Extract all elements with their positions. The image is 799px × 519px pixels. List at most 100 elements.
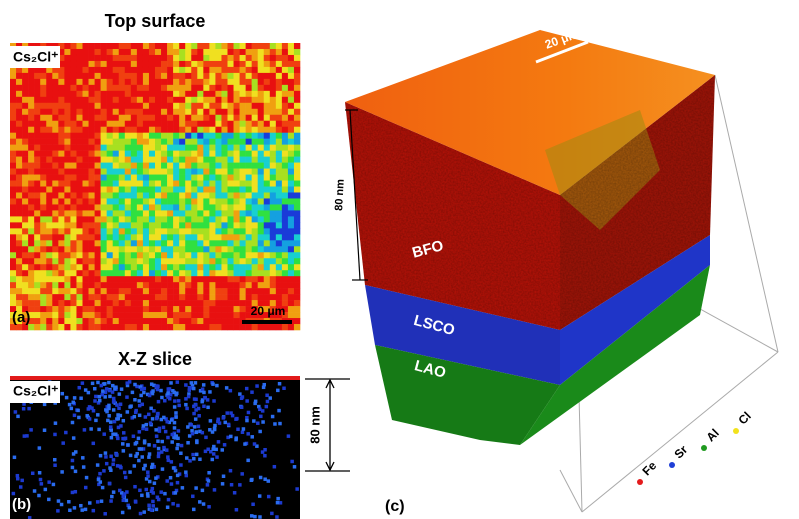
map-pixel (64, 246, 70, 252)
map-pixel (209, 234, 215, 240)
map-pixel (264, 175, 270, 181)
map-pixel (98, 395, 102, 399)
map-pixel (119, 402, 123, 406)
map-pixel (89, 258, 95, 264)
map-pixel (176, 504, 180, 508)
map-pixel (58, 294, 64, 300)
map-pixel (70, 192, 76, 198)
map-pixel (22, 103, 28, 109)
map-pixel (76, 252, 82, 258)
map-pixel (107, 169, 113, 175)
map-pixel (107, 270, 113, 276)
map-pixel (22, 139, 28, 145)
map-pixel (10, 222, 16, 228)
map-pixel (76, 151, 82, 157)
map-pixel (240, 85, 246, 91)
map-pixel (294, 234, 300, 240)
map-pixel (206, 448, 210, 452)
map-pixel (173, 306, 179, 312)
map-pixel (252, 133, 258, 139)
map-pixel (173, 91, 179, 97)
map-pixel (185, 240, 191, 246)
map-pixel (161, 234, 167, 240)
map-pixel (107, 157, 113, 163)
map-pixel (166, 436, 170, 440)
map-pixel (264, 169, 270, 175)
map-pixel (40, 192, 46, 198)
map-pixel (76, 240, 82, 246)
map-pixel (119, 181, 125, 187)
map-pixel (125, 192, 131, 198)
map-pixel (34, 91, 40, 97)
map-pixel (131, 246, 137, 252)
map-pixel (228, 133, 234, 139)
map-pixel (185, 294, 191, 300)
map-pixel (282, 198, 288, 204)
map-pixel (40, 246, 46, 252)
map-pixel (173, 294, 179, 300)
map-pixel (167, 187, 173, 193)
map-pixel (70, 145, 76, 151)
map-pixel (64, 97, 70, 103)
map-pixel (221, 198, 227, 204)
map-pixel (209, 115, 215, 121)
map-pixel (151, 389, 155, 393)
map-pixel (89, 133, 95, 139)
map-pixel (52, 85, 58, 91)
map-pixel (264, 216, 270, 222)
map-pixel (131, 306, 137, 312)
map-pixel (28, 73, 34, 79)
map-pixel (28, 187, 34, 193)
map-pixel (70, 97, 76, 103)
map-pixel (89, 300, 95, 306)
map-pixel (28, 234, 34, 240)
map-pixel (270, 115, 276, 121)
map-pixel (95, 73, 101, 79)
map-pixel (111, 463, 115, 467)
map-pixel (107, 264, 113, 270)
map-pixel (58, 163, 64, 169)
map-pixel (234, 85, 240, 91)
map-pixel (89, 85, 95, 91)
map-pixel (264, 192, 270, 198)
map-pixel (64, 85, 70, 91)
map-pixel (270, 204, 276, 210)
map-pixel (206, 483, 210, 487)
map-pixel (215, 115, 221, 121)
map-pixel (107, 103, 113, 109)
map-pixel (246, 282, 252, 288)
map-pixel (113, 312, 119, 318)
map-pixel (28, 169, 34, 175)
map-pixel (215, 133, 221, 139)
map-pixel (89, 282, 95, 288)
map-pixel (128, 405, 132, 409)
map-pixel (52, 258, 58, 264)
map-pixel (101, 306, 107, 312)
map-pixel (288, 187, 294, 193)
map-pixel (76, 169, 82, 175)
map-pixel (149, 324, 155, 330)
map-pixel (258, 264, 264, 270)
map-pixel (240, 103, 246, 109)
map-pixel (151, 504, 155, 508)
map-pixel (179, 121, 185, 127)
map-pixel (167, 139, 173, 145)
map-pixel (107, 127, 113, 133)
map-pixel (204, 436, 208, 440)
map-pixel (83, 157, 89, 163)
map-pixel (89, 187, 95, 193)
map-pixel (252, 282, 258, 288)
map-pixel (203, 240, 209, 246)
map-pixel (46, 294, 52, 300)
map-pixel (28, 276, 34, 282)
map-pixel (46, 163, 52, 169)
map-pixel (252, 181, 258, 187)
map-pixel (40, 145, 46, 151)
map-pixel (76, 109, 82, 115)
map-pixel (125, 49, 131, 55)
map-pixel (167, 49, 173, 55)
map-pixel (155, 234, 161, 240)
map-pixel (276, 49, 282, 55)
map-pixel (101, 222, 107, 228)
map-pixel (108, 395, 112, 399)
